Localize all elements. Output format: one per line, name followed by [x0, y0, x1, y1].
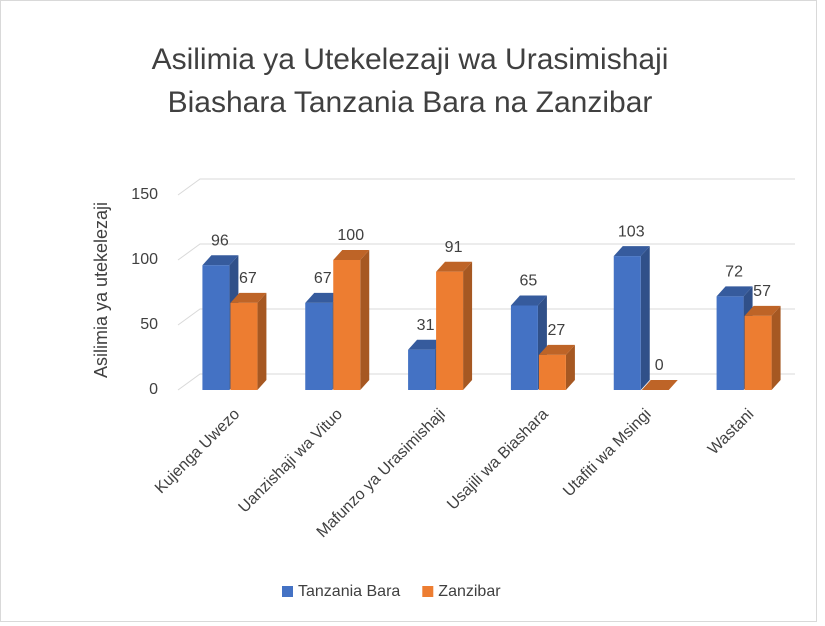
legend-label: Tanzania Bara — [298, 583, 400, 600]
bar-front — [408, 349, 436, 390]
bar-front — [613, 256, 641, 390]
bar-top — [613, 246, 650, 257]
bar-side — [257, 292, 267, 390]
legend-swatch — [282, 586, 293, 597]
data-label: 0 — [655, 357, 664, 374]
bar — [436, 261, 473, 390]
legend-label: Zanzibar — [438, 583, 501, 600]
grid-line — [177, 178, 795, 196]
data-label: 100 — [337, 227, 364, 244]
bar — [538, 344, 575, 390]
bar-top — [333, 250, 370, 260]
x-tick-label: Wastani — [705, 406, 757, 458]
bar-side — [360, 250, 370, 390]
grid-line — [177, 243, 795, 261]
data-label: 67 — [239, 270, 257, 287]
bar-front — [305, 302, 333, 390]
bar — [744, 305, 781, 390]
bar-top — [744, 305, 781, 316]
bar — [230, 292, 267, 390]
grid-line — [177, 373, 795, 391]
y-axis-label: Asilimia ya utekelezaji — [91, 202, 111, 378]
bar-top — [408, 339, 445, 350]
bar-top — [436, 261, 473, 272]
x-tick-label: Kujenga Uwezo — [152, 406, 243, 497]
chart-title: Asilimia ya Utekelezaji wa Urasimishaji … — [151, 43, 669, 119]
bar — [613, 246, 650, 390]
bar-side — [463, 261, 473, 390]
bar-front — [538, 354, 566, 390]
y-tick-label: 100 — [131, 251, 158, 268]
legend-swatch — [422, 586, 434, 597]
bar-front — [333, 260, 361, 390]
bar-top — [305, 292, 342, 303]
bar-side — [771, 305, 781, 390]
bar-top — [230, 292, 267, 303]
data-label: 57 — [753, 283, 771, 300]
data-label: 31 — [417, 317, 435, 334]
data-label: 65 — [520, 273, 538, 290]
y-tick-label: 50 — [140, 316, 158, 333]
bar-front — [716, 296, 744, 390]
bar-front — [744, 315, 772, 390]
data-label: 103 — [618, 223, 645, 240]
bar-front — [202, 265, 230, 390]
x-tick-label: Usajili wa Biashara — [444, 406, 552, 514]
grid-line — [177, 308, 795, 326]
bar — [641, 380, 678, 390]
data-label: 72 — [725, 264, 743, 281]
y-tick-label: 150 — [131, 186, 158, 203]
bar-front — [436, 271, 464, 390]
bar-top — [538, 344, 575, 355]
bar-front — [510, 305, 538, 390]
bar-top — [716, 286, 753, 297]
bar — [510, 295, 547, 390]
x-tick-label: Uanzishaji wa Vituo — [236, 406, 347, 517]
bar-top — [641, 380, 678, 390]
bar — [333, 250, 370, 390]
bar-side — [565, 344, 575, 390]
data-label: 27 — [548, 322, 566, 339]
data-label: 67 — [314, 270, 332, 287]
bar-top — [510, 295, 547, 306]
y-tick-label: 0 — [149, 381, 158, 398]
data-label: 91 — [445, 239, 463, 256]
bar-side — [640, 246, 650, 390]
bar-top — [202, 255, 239, 266]
data-label: 96 — [211, 232, 229, 249]
bar-front — [230, 302, 258, 390]
x-tick-label: Utafiti wa Msingi — [560, 406, 654, 500]
